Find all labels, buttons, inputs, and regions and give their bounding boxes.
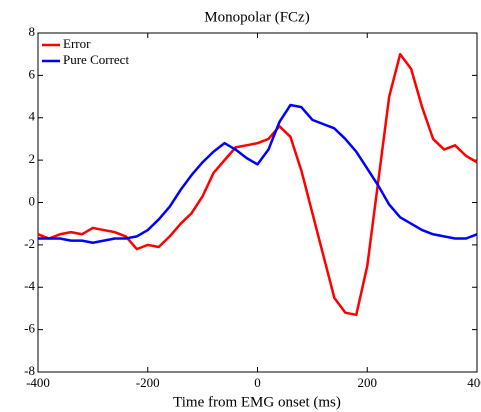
y-tick-label: -6 bbox=[24, 321, 35, 336]
x-tick-label: -400 bbox=[26, 375, 50, 390]
y-tick-label: -8 bbox=[24, 363, 35, 378]
data-line bbox=[37, 52, 478, 317]
legend-label: Pure Correct bbox=[63, 52, 129, 67]
x-tick-label: 0 bbox=[254, 375, 261, 390]
x-axis-label: Time from EMG onset (ms) bbox=[173, 394, 341, 410]
y-tick-label: 2 bbox=[29, 151, 36, 166]
x-tick-label: 200 bbox=[358, 375, 378, 390]
y-tick-label: -4 bbox=[24, 278, 35, 293]
x-tick-label: 400 bbox=[467, 375, 481, 390]
data-line bbox=[38, 103, 478, 245]
chart-title: Monopolar (FCz) bbox=[204, 9, 309, 25]
legend-label: Error bbox=[63, 36, 91, 51]
y-tick-label: 0 bbox=[29, 193, 36, 208]
y-tick-label: -2 bbox=[24, 236, 35, 251]
y-tick-label: 6 bbox=[29, 66, 36, 81]
x-tick-label: -200 bbox=[136, 375, 160, 390]
y-tick-label: 4 bbox=[29, 109, 36, 124]
y-tick-label: 8 bbox=[29, 24, 36, 39]
